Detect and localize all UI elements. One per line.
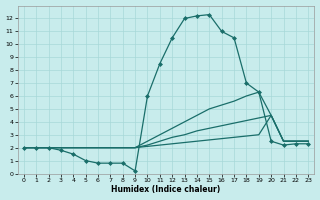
X-axis label: Humidex (Indice chaleur): Humidex (Indice chaleur): [111, 185, 221, 194]
